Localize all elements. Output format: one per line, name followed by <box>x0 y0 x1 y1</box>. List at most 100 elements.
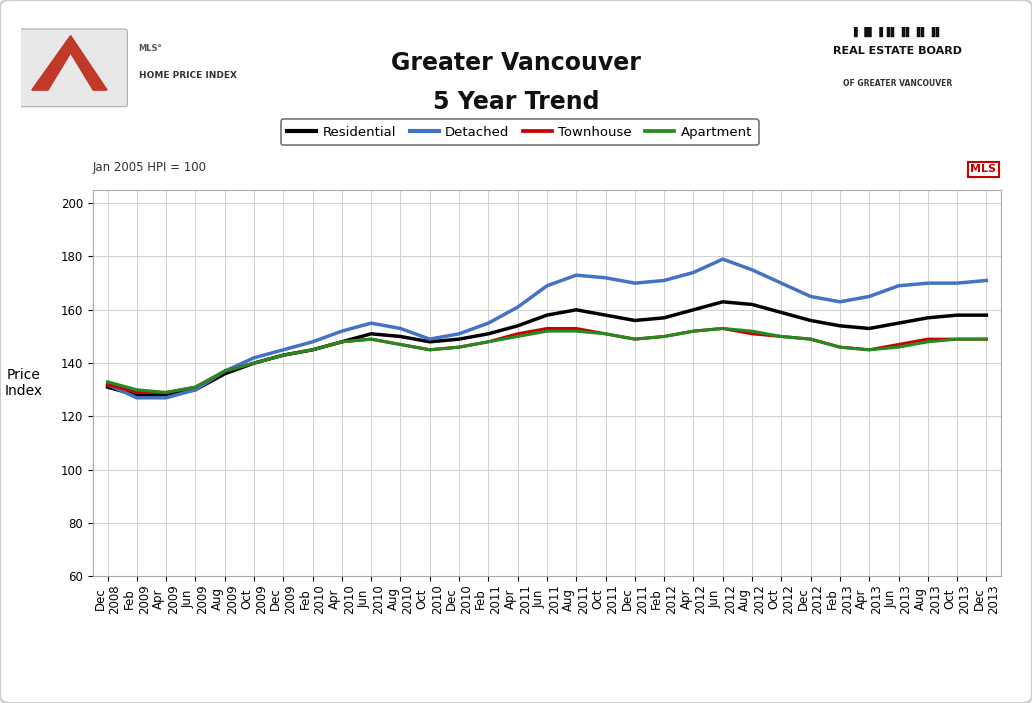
Townhouse <box>746 330 759 338</box>
Detached <box>453 330 465 338</box>
Detached <box>365 319 378 328</box>
Residential <box>834 321 846 330</box>
Detached <box>423 335 436 343</box>
Apartment <box>600 330 612 338</box>
Detached <box>716 255 729 264</box>
Detached <box>189 385 201 394</box>
Detached <box>541 282 553 290</box>
Residential <box>335 337 348 346</box>
Detached <box>131 394 143 402</box>
Detached <box>687 269 700 277</box>
Apartment <box>541 327 553 335</box>
Apartment <box>365 335 378 343</box>
Apartment <box>863 346 875 354</box>
Apartment <box>775 333 787 341</box>
Detached <box>600 273 612 282</box>
Text: HOME PRICE INDEX: HOME PRICE INDEX <box>138 71 236 79</box>
Y-axis label: Price
Index: Price Index <box>5 368 43 398</box>
Line: Residential: Residential <box>107 302 987 395</box>
Townhouse <box>307 346 319 354</box>
Legend: Residential, Detached, Townhouse, Apartment: Residential, Detached, Townhouse, Apartm… <box>281 119 759 146</box>
Detached <box>980 276 993 285</box>
Apartment <box>980 335 993 343</box>
Detached <box>893 282 905 290</box>
Townhouse <box>101 380 114 389</box>
Detached <box>160 394 172 402</box>
Townhouse <box>278 351 290 359</box>
Detached <box>307 337 319 346</box>
Polygon shape <box>32 36 107 90</box>
Townhouse <box>658 333 671 341</box>
Residential <box>863 324 875 333</box>
Townhouse <box>628 335 641 343</box>
Townhouse <box>512 330 524 338</box>
Residential <box>482 330 494 338</box>
Apartment <box>512 333 524 341</box>
Residential <box>219 370 231 378</box>
Residential <box>950 311 963 319</box>
Apartment <box>658 333 671 341</box>
Text: ▌▐▌▐▐▌▐▌▐▌▐▌: ▌▐▌▐▐▌▐▌▐▌▐▌ <box>852 27 943 37</box>
Townhouse <box>131 388 143 396</box>
Text: OF GREATER VANCOUVER: OF GREATER VANCOUVER <box>843 79 953 88</box>
Detached <box>922 279 934 288</box>
Apartment <box>628 335 641 343</box>
Townhouse <box>804 335 816 343</box>
Apartment <box>248 359 260 368</box>
Text: Greater Vancouver: Greater Vancouver <box>391 51 641 75</box>
Townhouse <box>335 337 348 346</box>
Apartment <box>160 388 172 396</box>
Residential <box>804 316 816 325</box>
Apartment <box>570 327 582 335</box>
Line: Apartment: Apartment <box>107 328 987 392</box>
Townhouse <box>570 324 582 333</box>
Detached <box>775 279 787 288</box>
Apartment <box>101 378 114 386</box>
Detached <box>278 346 290 354</box>
Line: Townhouse: Townhouse <box>107 328 987 392</box>
Residential <box>512 321 524 330</box>
Townhouse <box>394 340 407 349</box>
Apartment <box>394 340 407 349</box>
Residential <box>248 359 260 368</box>
Detached <box>335 327 348 335</box>
Apartment <box>746 327 759 335</box>
Detached <box>804 292 816 301</box>
Residential <box>775 308 787 316</box>
Townhouse <box>482 337 494 346</box>
Residential <box>922 314 934 322</box>
Townhouse <box>219 367 231 375</box>
Residential <box>160 391 172 399</box>
Residential <box>600 311 612 319</box>
Detached <box>950 279 963 288</box>
Residential <box>131 391 143 399</box>
Townhouse <box>893 340 905 349</box>
Polygon shape <box>32 36 107 90</box>
Apartment <box>482 337 494 346</box>
Apartment <box>804 335 816 343</box>
Detached <box>248 354 260 362</box>
Apartment <box>453 343 465 352</box>
Residential <box>716 297 729 306</box>
Residential <box>453 335 465 343</box>
Residential <box>980 311 993 319</box>
Detached <box>746 266 759 274</box>
Townhouse <box>950 335 963 343</box>
Detached <box>834 297 846 306</box>
Townhouse <box>687 327 700 335</box>
Apartment <box>219 367 231 375</box>
Text: 5 Year Trend: 5 Year Trend <box>432 90 600 114</box>
Residential <box>893 319 905 328</box>
Residential <box>658 314 671 322</box>
Residential <box>101 383 114 392</box>
Detached <box>219 367 231 375</box>
Townhouse <box>775 333 787 341</box>
Townhouse <box>365 335 378 343</box>
Detached <box>394 324 407 333</box>
Residential <box>570 306 582 314</box>
Detached <box>101 380 114 389</box>
Residential <box>365 330 378 338</box>
FancyBboxPatch shape <box>17 29 127 107</box>
Townhouse <box>980 335 993 343</box>
Detached <box>863 292 875 301</box>
